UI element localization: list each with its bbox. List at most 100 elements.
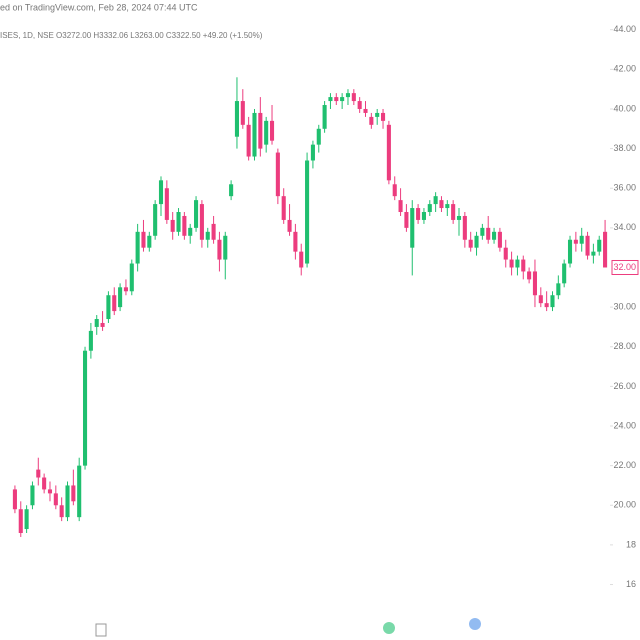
candle-body — [573, 239, 578, 244]
candle-body — [480, 227, 485, 236]
candle-body — [246, 124, 251, 157]
candle-body — [287, 219, 292, 232]
candle-body — [544, 303, 549, 308]
candle-body — [158, 180, 164, 205]
candle-body — [240, 101, 245, 125]
candle-body — [515, 259, 520, 268]
candle-body — [433, 196, 438, 205]
header: ed on TradingView.com, Feb 28, 2024 07:4… — [0, 2, 198, 12]
candle-body — [135, 231, 140, 264]
y-tick-label: 20.00 — [613, 500, 636, 510]
y-tick-label: 24.00 — [613, 420, 636, 430]
candle-body — [118, 287, 123, 308]
last-price-box — [611, 259, 639, 275]
event-icon[interactable] — [95, 623, 107, 637]
candle-body — [509, 259, 514, 268]
candle-body — [123, 287, 128, 292]
last-price-label: 32.00 — [613, 262, 636, 272]
legend-line: ISES, 1D, NSE O3272.00 H3332.06 L3263.00… — [0, 31, 263, 40]
candle-body — [603, 231, 608, 268]
candle-body — [77, 465, 82, 518]
candle-body — [88, 330, 93, 351]
candle-body — [47, 489, 53, 494]
candle-body — [205, 231, 210, 240]
y-tick-label: 22.00 — [613, 460, 636, 470]
candle-body — [357, 101, 362, 109]
candle-body — [24, 509, 29, 530]
candle-body — [492, 231, 497, 240]
candle-body — [375, 112, 380, 117]
candle-body — [556, 283, 561, 296]
candle-body — [380, 112, 386, 121]
candle-body — [310, 144, 315, 161]
candle-body — [229, 184, 234, 197]
y-tick-label: 36.00 — [613, 183, 636, 193]
candle-body — [112, 295, 117, 312]
y-tick-label: 18 — [626, 539, 636, 549]
candle-body — [217, 239, 222, 260]
candle-body — [264, 120, 269, 145]
candle-body — [334, 97, 339, 102]
candle-body — [223, 235, 228, 260]
candle-body — [456, 215, 462, 220]
candle-body — [293, 231, 298, 252]
candle-body — [369, 116, 374, 125]
candle-body — [468, 239, 473, 248]
candle-body — [12, 489, 17, 510]
y-tick-label: 28.00 — [613, 341, 636, 351]
candle-body — [176, 212, 181, 232]
candle-body — [305, 160, 310, 264]
candle-body — [65, 485, 70, 518]
candle-body — [562, 263, 567, 284]
candle-body — [211, 223, 216, 240]
candle-body — [53, 493, 58, 506]
candle-body — [404, 212, 409, 228]
candle-body — [316, 128, 321, 145]
candle-body — [439, 200, 444, 209]
candle-body — [170, 219, 175, 232]
candle-body — [194, 200, 199, 228]
candle-body — [322, 105, 327, 129]
y-tick-label: 34.00 — [613, 222, 636, 232]
candle-body — [36, 469, 41, 478]
candle-body — [421, 212, 426, 220]
candle-body — [550, 295, 555, 308]
candle-body — [30, 485, 35, 506]
candle-body — [42, 477, 47, 490]
candle-body — [410, 208, 415, 248]
y-tick-label: 40.00 — [613, 103, 636, 113]
dividend-icon[interactable] — [469, 618, 481, 630]
candle-body — [416, 208, 421, 220]
candle-body — [18, 509, 23, 534]
candle-body — [474, 235, 479, 248]
y-tick-label: 26.00 — [613, 381, 636, 391]
candle-body — [392, 184, 397, 197]
y-tick-label: 38.00 — [613, 143, 636, 153]
candle-body — [252, 112, 257, 157]
earnings-icon[interactable] — [383, 622, 395, 634]
candle-body — [328, 97, 333, 102]
candle-body — [503, 247, 508, 260]
candle-body — [340, 97, 345, 102]
candle-body — [106, 295, 111, 320]
candle-body — [527, 271, 532, 280]
candle-body — [59, 505, 64, 518]
y-tick-label: 42.00 — [613, 64, 636, 74]
candle-body — [532, 271, 538, 296]
candle-body — [497, 231, 502, 248]
candle-body — [427, 204, 432, 213]
candle-body — [299, 251, 304, 268]
candle-body — [94, 319, 99, 327]
candle-body — [147, 235, 152, 248]
candle-body — [199, 204, 204, 240]
candle-body — [351, 93, 356, 102]
candle-body — [164, 188, 169, 220]
candle-body — [386, 124, 391, 181]
candle-body — [585, 235, 590, 256]
candle-body — [100, 322, 105, 327]
candle-body — [597, 239, 602, 252]
candle-body — [445, 204, 450, 209]
